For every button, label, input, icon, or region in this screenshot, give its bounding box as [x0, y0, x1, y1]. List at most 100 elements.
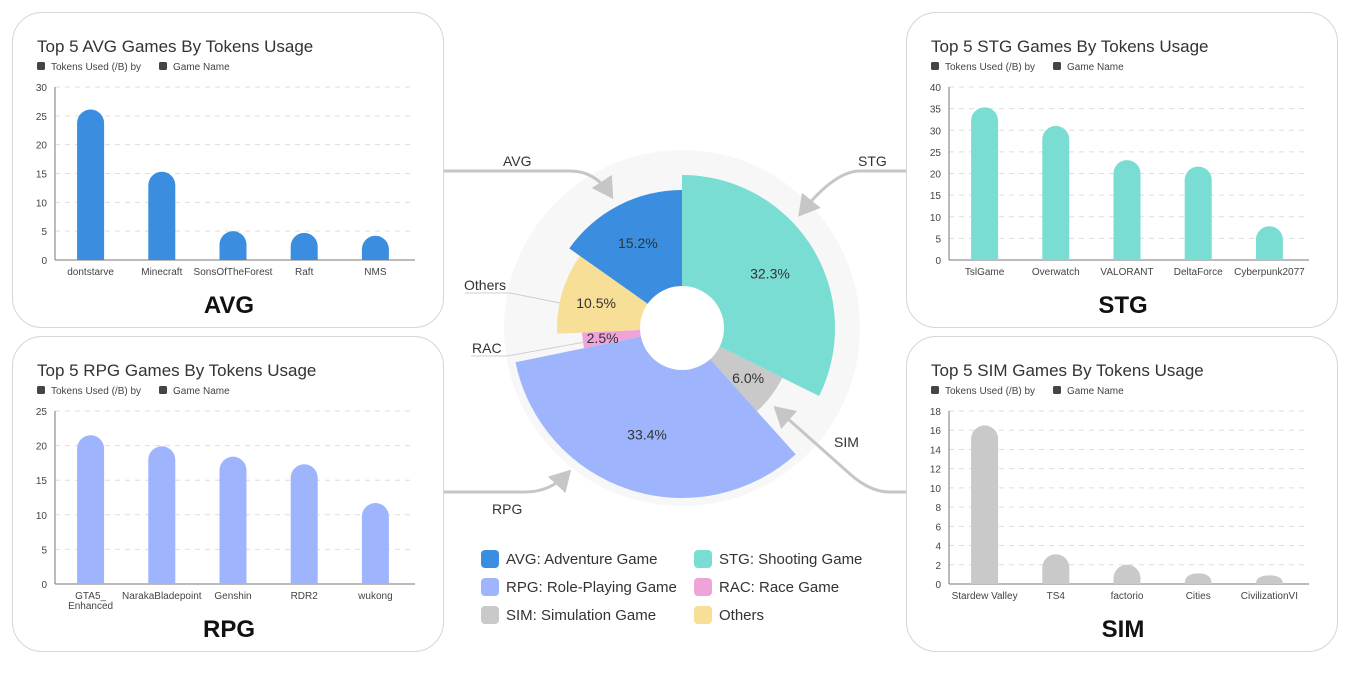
y-tick-label: 20 — [36, 442, 48, 453]
y-tick-label: 5 — [41, 227, 47, 238]
legend-swatch — [481, 550, 499, 568]
y-tick-label: 15 — [930, 191, 942, 202]
avg-callout: AVG — [503, 153, 532, 169]
y-tick-label: 14 — [930, 445, 942, 456]
rpg-bar-chart: Top 5 RPG Games By Tokens Usage Tokens Us… — [36, 361, 415, 643]
legend-swatch — [694, 550, 712, 568]
y-legend-label: Tokens Used (/B) by — [945, 386, 1035, 397]
y-tick-label: 5 — [935, 234, 941, 245]
y-legend-icon — [37, 62, 45, 70]
x-tick-label: GTA5_ Enhanced — [68, 591, 113, 612]
legend-item-rac: RAC: Race Game — [694, 578, 839, 596]
y-tick-label: 0 — [935, 580, 941, 591]
bar-stardew-valley — [971, 425, 999, 584]
bar-nms — [361, 235, 389, 260]
x-tick-label: NMS — [364, 267, 387, 278]
y-tick-label: 20 — [36, 141, 48, 152]
avg-arrow — [444, 169, 614, 200]
chart-title: Top 5 RPG Games By Tokens Usage — [37, 361, 316, 380]
bar-cities — [1184, 573, 1212, 584]
chart-title: Top 5 STG Games By Tokens Usage — [931, 37, 1208, 56]
x-legend-label: Game Name — [1067, 386, 1124, 397]
x-legend-label: Game Name — [1067, 62, 1124, 73]
rac-leader-line — [471, 341, 586, 357]
panel-genre-label: RPG — [203, 616, 255, 643]
y-tick-label: 25 — [36, 112, 48, 123]
sim-callout: SIM — [834, 434, 859, 450]
x-tick-label: Cities — [1186, 591, 1211, 602]
x-tick-label: dontstarve — [67, 267, 114, 278]
y-tick-label: 40 — [930, 83, 942, 94]
legend-item-sim: SIM: Simulation Game — [481, 606, 656, 624]
x-tick-label: Genshin — [214, 591, 251, 602]
bar-ts4 — [1042, 554, 1070, 584]
slice-label-stg: 32.3% — [750, 265, 790, 281]
slice-label-rac: 2.5% — [587, 330, 619, 346]
x-tick-label: TslGame — [965, 267, 1005, 278]
y-tick-label: 10 — [930, 213, 942, 224]
bar-raft — [290, 232, 318, 260]
sim-bar-chart: Top 5 SIM Games By Tokens Usage Tokens Us… — [930, 361, 1309, 643]
legend-label: Others — [719, 606, 765, 624]
slice-label-others: 10.5% — [576, 295, 616, 311]
y-legend-icon — [931, 386, 939, 394]
bar-gta5_-enhanced — [77, 435, 105, 584]
x-tick-label: VALORANT — [1100, 267, 1153, 278]
legend-item-stg: STG: Shooting Game — [694, 550, 862, 568]
slice-label-rpg: 33.4% — [627, 426, 667, 442]
x-tick-label: SonsOfTheForest — [194, 267, 273, 278]
legend-label: STG: Shooting Game — [719, 550, 863, 568]
panel-genre-label: STG — [1098, 292, 1147, 319]
x-tick-label: factorio — [1111, 591, 1144, 602]
bar-civilizationvi — [1255, 575, 1283, 584]
y-legend-icon — [931, 62, 939, 70]
slice-avg — [569, 190, 682, 328]
x-legend-icon — [1053, 62, 1061, 70]
bar-minecraft — [148, 171, 176, 260]
y-tick-label: 15 — [36, 170, 48, 181]
y-tick-label: 10 — [930, 484, 942, 495]
y-legend-label: Tokens Used (/B) by — [51, 62, 141, 73]
stg-callout: STG — [858, 153, 887, 169]
rpg-arrow — [444, 469, 572, 494]
bar-wukong — [361, 503, 389, 584]
slice-label-sim: 6.0% — [732, 370, 764, 386]
y-tick-label: 25 — [930, 148, 942, 159]
bar-overwatch — [1042, 125, 1070, 260]
stg-arrow — [798, 169, 906, 217]
y-tick-label: 15 — [36, 476, 48, 487]
y-tick-label: 35 — [930, 105, 942, 116]
y-tick-label: 30 — [36, 83, 48, 94]
legend-item-others: Others — [694, 606, 764, 624]
y-tick-label: 20 — [930, 170, 942, 181]
x-tick-label: Stardew Valley — [952, 591, 1018, 602]
sim-panel: Top 5 SIM Games By Tokens Usage Tokens Us… — [906, 336, 1338, 652]
x-legend-label: Game Name — [173, 386, 230, 397]
y-tick-label: 4 — [935, 542, 941, 553]
y-tick-label: 16 — [930, 426, 942, 437]
legend-swatch — [481, 606, 499, 624]
bar-rdr2 — [290, 464, 318, 584]
y-legend-icon — [37, 386, 45, 394]
y-tick-label: 2 — [935, 561, 941, 572]
sim-arrow — [773, 406, 906, 494]
others-leader-line — [465, 292, 561, 304]
panel-genre-label: SIM — [1102, 616, 1145, 643]
bar-factorio — [1113, 564, 1141, 584]
legend-swatch — [694, 578, 712, 596]
x-tick-label: TS4 — [1047, 591, 1066, 602]
y-tick-label: 30 — [930, 126, 942, 137]
bar-valorant — [1113, 160, 1141, 260]
x-tick-label: Overwatch — [1032, 267, 1080, 278]
x-tick-label: NarakaBladepoint — [122, 591, 202, 602]
bar-tslgame — [971, 107, 999, 260]
y-tick-label: 0 — [41, 580, 47, 591]
x-tick-label: DeltaForce — [1174, 267, 1223, 278]
x-tick-label: wukong — [357, 591, 392, 602]
x-legend-icon — [159, 386, 167, 394]
pie-hole — [640, 286, 724, 370]
slice-rpg — [515, 328, 796, 499]
y-tick-label: 0 — [41, 256, 47, 267]
panel-genre-label: AVG — [204, 292, 254, 319]
x-tick-label: RDR2 — [291, 591, 319, 602]
